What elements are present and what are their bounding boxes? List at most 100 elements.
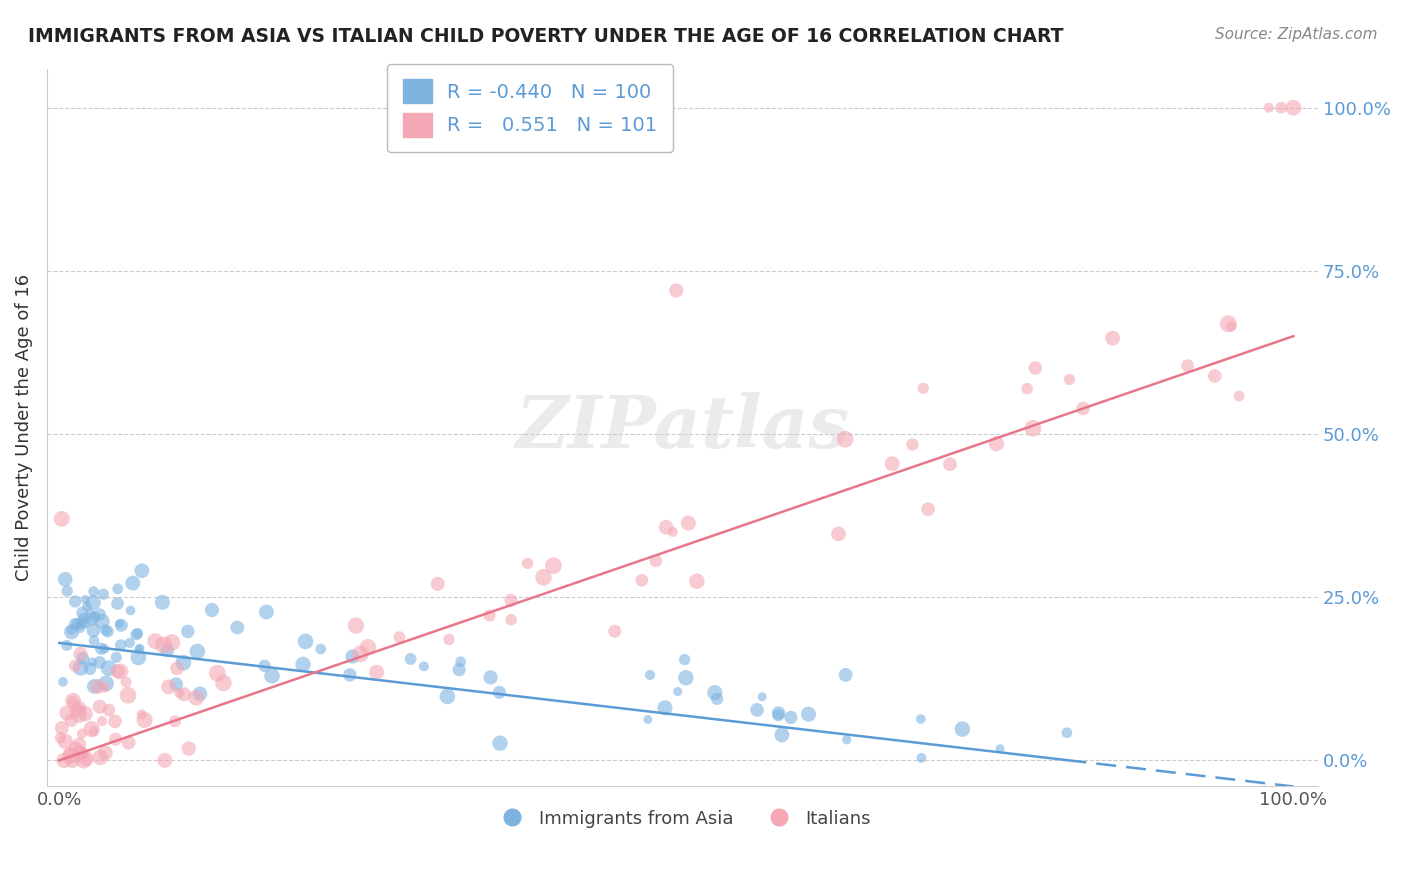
Point	[910, 712, 932, 726]
Point	[118, 636, 141, 650]
Point	[165, 677, 187, 691]
Point	[83, 680, 105, 694]
Point	[69, 621, 91, 635]
Point	[1071, 401, 1094, 416]
Point	[60, 753, 83, 767]
Point	[939, 457, 962, 471]
Point	[986, 436, 1008, 450]
Point	[201, 603, 224, 617]
Point	[1282, 101, 1305, 115]
Point	[127, 626, 149, 640]
Point	[173, 687, 195, 701]
Point	[152, 638, 174, 652]
Point	[125, 627, 148, 641]
Y-axis label: Child Poverty Under the Age of 16: Child Poverty Under the Age of 16	[15, 274, 32, 581]
Point	[188, 687, 211, 701]
Point	[75, 592, 97, 607]
Point	[1177, 359, 1199, 373]
Point	[366, 665, 388, 679]
Point	[645, 554, 668, 568]
Point	[344, 618, 367, 632]
Point	[478, 608, 501, 623]
Point	[128, 641, 150, 656]
Point	[117, 688, 139, 702]
Point	[1022, 421, 1045, 435]
Point	[56, 638, 79, 652]
Point	[70, 747, 93, 761]
Point	[90, 641, 112, 656]
Point	[479, 670, 502, 684]
Point	[665, 284, 688, 298]
Point	[91, 587, 114, 601]
Point	[160, 635, 183, 649]
Legend: Immigrants from Asia, Italians: Immigrants from Asia, Italians	[486, 803, 879, 835]
Point	[110, 618, 132, 632]
Point	[703, 685, 725, 699]
Point	[673, 652, 696, 666]
Point	[56, 584, 79, 599]
Point	[80, 722, 103, 736]
Point	[97, 703, 120, 717]
Point	[107, 582, 129, 596]
Point	[55, 734, 77, 748]
Point	[110, 665, 132, 679]
Point	[89, 750, 111, 764]
Point	[655, 520, 678, 534]
Point	[1059, 372, 1081, 386]
Point	[104, 714, 127, 729]
Point	[706, 691, 728, 706]
Point	[108, 616, 131, 631]
Point	[686, 574, 709, 589]
Point	[835, 732, 858, 747]
Point	[59, 746, 82, 760]
Point	[83, 724, 105, 739]
Point	[342, 649, 364, 664]
Point	[82, 624, 104, 638]
Point	[117, 735, 139, 749]
Point	[51, 512, 73, 526]
Point	[76, 599, 98, 614]
Point	[72, 651, 94, 665]
Point	[1257, 101, 1279, 115]
Point	[637, 713, 659, 727]
Point	[1056, 725, 1078, 739]
Point	[212, 676, 235, 690]
Point	[89, 699, 111, 714]
Point	[186, 690, 208, 705]
Point	[156, 643, 179, 657]
Point	[94, 681, 117, 695]
Point	[65, 740, 87, 755]
Point	[630, 574, 652, 588]
Point	[169, 686, 191, 700]
Point	[49, 731, 72, 745]
Point	[988, 741, 1011, 756]
Point	[94, 676, 117, 690]
Point	[254, 605, 277, 619]
Point	[662, 524, 685, 539]
Point	[82, 612, 104, 626]
Point	[1101, 331, 1123, 345]
Point	[488, 685, 510, 699]
Point	[73, 706, 96, 721]
Point	[357, 640, 380, 654]
Point	[83, 610, 105, 624]
Point	[309, 642, 332, 657]
Point	[186, 644, 208, 658]
Point	[72, 612, 94, 626]
Point	[253, 658, 276, 673]
Point	[72, 753, 94, 767]
Text: IMMIGRANTS FROM ASIA VS ITALIAN CHILD POVERTY UNDER THE AGE OF 16 CORRELATION CH: IMMIGRANTS FROM ASIA VS ITALIAN CHILD PO…	[28, 27, 1063, 45]
Point	[87, 680, 110, 694]
Point	[63, 594, 86, 608]
Point	[638, 668, 661, 682]
Point	[69, 647, 91, 661]
Point	[675, 671, 697, 685]
Point	[543, 558, 565, 573]
Point	[768, 708, 790, 723]
Point	[51, 721, 73, 735]
Point	[1204, 369, 1226, 384]
Point	[294, 634, 316, 648]
Point	[83, 633, 105, 648]
Point	[399, 652, 422, 666]
Point	[70, 726, 93, 740]
